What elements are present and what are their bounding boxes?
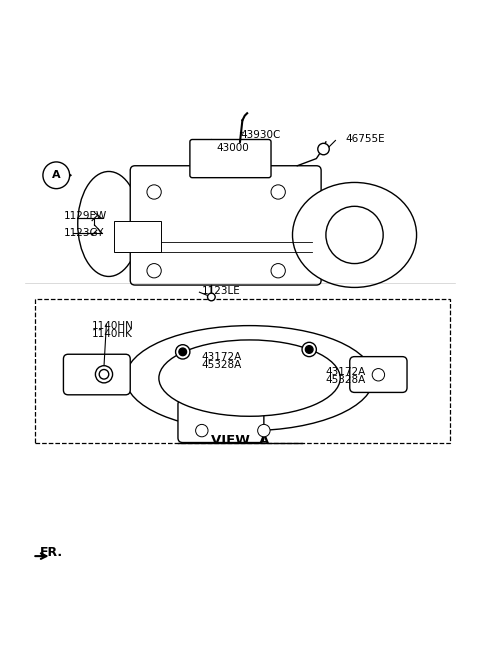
Circle shape — [372, 369, 384, 381]
Text: 1140HK: 1140HK — [92, 329, 133, 338]
Text: 43930C: 43930C — [240, 130, 280, 140]
Ellipse shape — [292, 182, 417, 287]
Ellipse shape — [125, 325, 373, 430]
FancyBboxPatch shape — [114, 220, 161, 252]
FancyBboxPatch shape — [190, 140, 271, 178]
Text: VIEW  A: VIEW A — [211, 434, 269, 447]
Text: 1123LE: 1123LE — [202, 286, 240, 296]
Ellipse shape — [159, 340, 340, 417]
Circle shape — [179, 348, 187, 356]
Circle shape — [302, 342, 316, 357]
Text: 43172A: 43172A — [326, 367, 366, 377]
Circle shape — [176, 344, 190, 359]
Text: 43000: 43000 — [216, 142, 249, 153]
Text: 46755E: 46755E — [345, 134, 384, 144]
Circle shape — [318, 143, 329, 155]
FancyBboxPatch shape — [350, 357, 407, 392]
FancyBboxPatch shape — [178, 400, 264, 443]
FancyBboxPatch shape — [63, 354, 130, 395]
Circle shape — [258, 424, 270, 437]
Circle shape — [196, 424, 208, 437]
Text: 45328A: 45328A — [326, 375, 366, 386]
FancyBboxPatch shape — [130, 166, 321, 285]
Circle shape — [271, 264, 285, 278]
Text: FR.: FR. — [39, 546, 63, 559]
Text: 1129EW: 1129EW — [63, 211, 107, 221]
Circle shape — [43, 162, 70, 189]
Text: 1123GY: 1123GY — [63, 228, 104, 237]
Text: 1140HN: 1140HN — [92, 321, 134, 331]
Circle shape — [207, 293, 215, 301]
Text: 43172A: 43172A — [202, 352, 242, 361]
Text: 45328A: 45328A — [202, 360, 242, 370]
Circle shape — [271, 185, 285, 199]
Ellipse shape — [78, 171, 140, 276]
Circle shape — [96, 365, 113, 383]
Text: A: A — [52, 171, 60, 180]
Circle shape — [305, 346, 313, 354]
Circle shape — [147, 185, 161, 199]
Circle shape — [147, 264, 161, 278]
